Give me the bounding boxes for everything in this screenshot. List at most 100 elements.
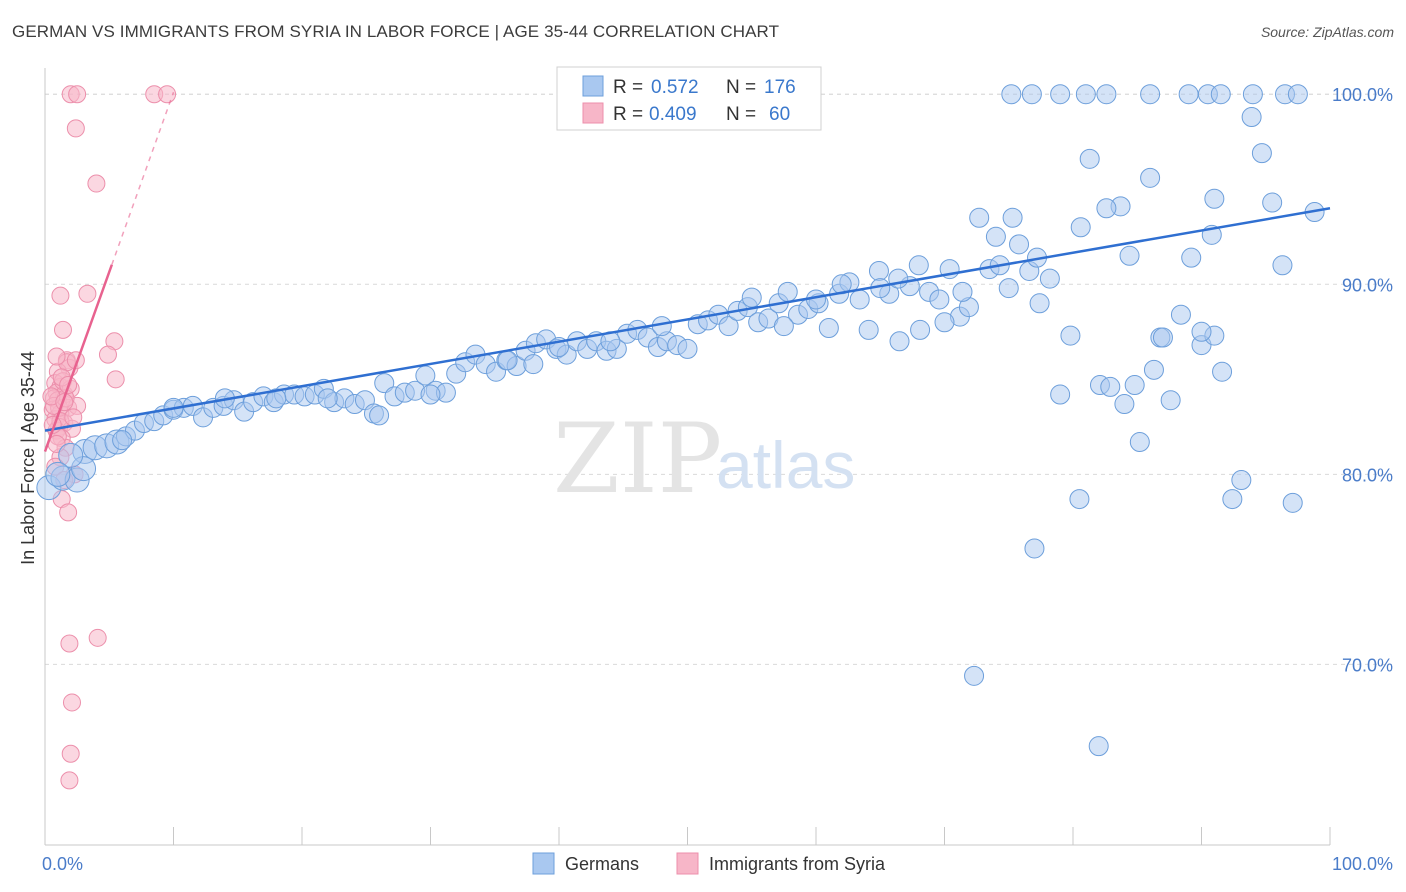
germans-point <box>929 289 950 310</box>
germans-point <box>1262 192 1283 213</box>
germans-point <box>908 255 929 276</box>
germans-point <box>369 405 390 426</box>
syria-trend-line-extension <box>111 92 175 265</box>
germans-point <box>1222 489 1243 510</box>
germans-point <box>1009 234 1030 255</box>
stats-syria-n-label: N = <box>726 104 756 125</box>
legend-syria-label: Immigrants from Syria <box>709 854 886 874</box>
germans-point <box>858 319 879 340</box>
germans-point <box>523 354 544 375</box>
syria-point <box>62 693 81 712</box>
germans-point <box>1204 188 1225 209</box>
germans-point <box>1039 268 1060 289</box>
germans-point <box>1140 84 1161 105</box>
germans-point <box>45 461 71 487</box>
legend-germans-swatch <box>532 852 555 875</box>
germans-point <box>317 388 338 409</box>
syria-point <box>68 85 87 104</box>
germans-point <box>849 289 870 310</box>
trend-lines <box>43 92 1331 452</box>
germans-point <box>818 317 839 338</box>
syria-point <box>106 370 125 389</box>
germans-point <box>1170 304 1191 325</box>
syria-point <box>98 345 117 364</box>
germans-point <box>1152 327 1173 348</box>
germans-trend-line <box>44 207 1331 432</box>
syria-point <box>88 628 107 647</box>
germans-point <box>985 226 1006 247</box>
stats-syria-r-label: R = <box>613 104 643 125</box>
y-axis-label: In Labor Force | Age 35-44 <box>18 351 38 565</box>
germans-point <box>1079 148 1100 169</box>
x-tick-label-start: 0.0% <box>42 854 83 874</box>
germans-point <box>1002 207 1023 228</box>
syria-point <box>60 634 79 653</box>
germans-point <box>969 207 990 228</box>
germans-point <box>998 278 1019 299</box>
germans-point <box>1050 384 1071 405</box>
germans-point <box>1096 198 1117 219</box>
germans-point <box>1100 376 1121 397</box>
germans-point <box>1070 217 1091 238</box>
y-axis-title: In Labor Force | Age 35-44 <box>18 351 38 565</box>
stats-germans-r-label: R = <box>613 77 643 98</box>
x-tick-label-end: 100.0% <box>1332 854 1393 874</box>
chart-source: Source: ZipAtlas.com <box>1260 24 1394 40</box>
germans-point <box>952 281 973 302</box>
germans-point <box>964 665 985 686</box>
syria-point <box>47 347 66 366</box>
germans-point <box>934 312 955 333</box>
syria-point <box>158 85 177 104</box>
stats-germans-r-value: 0.572 <box>651 77 699 98</box>
germans-point <box>677 338 698 359</box>
germans-point <box>374 373 395 394</box>
stats-syria-swatch <box>582 102 604 124</box>
germans-point <box>910 319 931 340</box>
y-tick-label: 90.0% <box>1342 275 1393 295</box>
germans-point <box>1029 293 1050 314</box>
legend: Germans Immigrants from Syria <box>532 852 886 875</box>
germans-point <box>497 350 518 371</box>
syria-point <box>61 744 80 763</box>
germans-point <box>1212 361 1233 382</box>
germans-point <box>1050 84 1071 105</box>
axes: 70.0% 80.0% 90.0% 100.0% 0.0% 100.0% <box>42 68 1393 874</box>
germans-point <box>1160 390 1181 411</box>
y-tick-label: 100.0% <box>1332 85 1393 105</box>
germans-point <box>1075 84 1096 105</box>
germans-point <box>1069 489 1090 510</box>
germans-point <box>1231 470 1252 491</box>
germans-point <box>1143 359 1164 380</box>
germans-point <box>1096 84 1117 105</box>
germans-point <box>1129 432 1150 453</box>
germans-points <box>36 84 1325 757</box>
germans-point <box>1242 84 1263 105</box>
y-tick-label: 70.0% <box>1342 655 1393 675</box>
germans-point <box>1178 84 1199 105</box>
germans-point <box>1021 84 1042 105</box>
germans-point <box>1272 255 1293 276</box>
stats-germans-swatch <box>582 75 604 97</box>
syria-point <box>64 408 83 427</box>
stats-germans-n-label: N = <box>726 77 756 98</box>
germans-point <box>58 442 84 468</box>
germans-point <box>1282 492 1303 513</box>
germans-point <box>777 281 798 302</box>
syria-point <box>53 320 72 339</box>
y-tick-label: 80.0% <box>1342 465 1393 485</box>
germans-point <box>773 316 794 337</box>
germans-point <box>868 260 889 281</box>
watermark-atlas: atlas <box>716 428 855 502</box>
chart-title: GERMAN VS IMMIGRANTS FROM SYRIA IN LABOR… <box>12 22 780 41</box>
germans-point <box>1287 84 1308 105</box>
germans-point <box>889 331 910 352</box>
germans-point <box>1119 245 1140 266</box>
germans-point <box>1060 325 1081 346</box>
syria-point <box>87 174 106 193</box>
stats-germans-n-value: 176 <box>764 77 796 98</box>
germans-point <box>266 388 287 409</box>
stats-syria-r-value: 0.409 <box>649 104 697 125</box>
syria-point <box>59 503 78 522</box>
gridlines <box>45 93 1392 665</box>
